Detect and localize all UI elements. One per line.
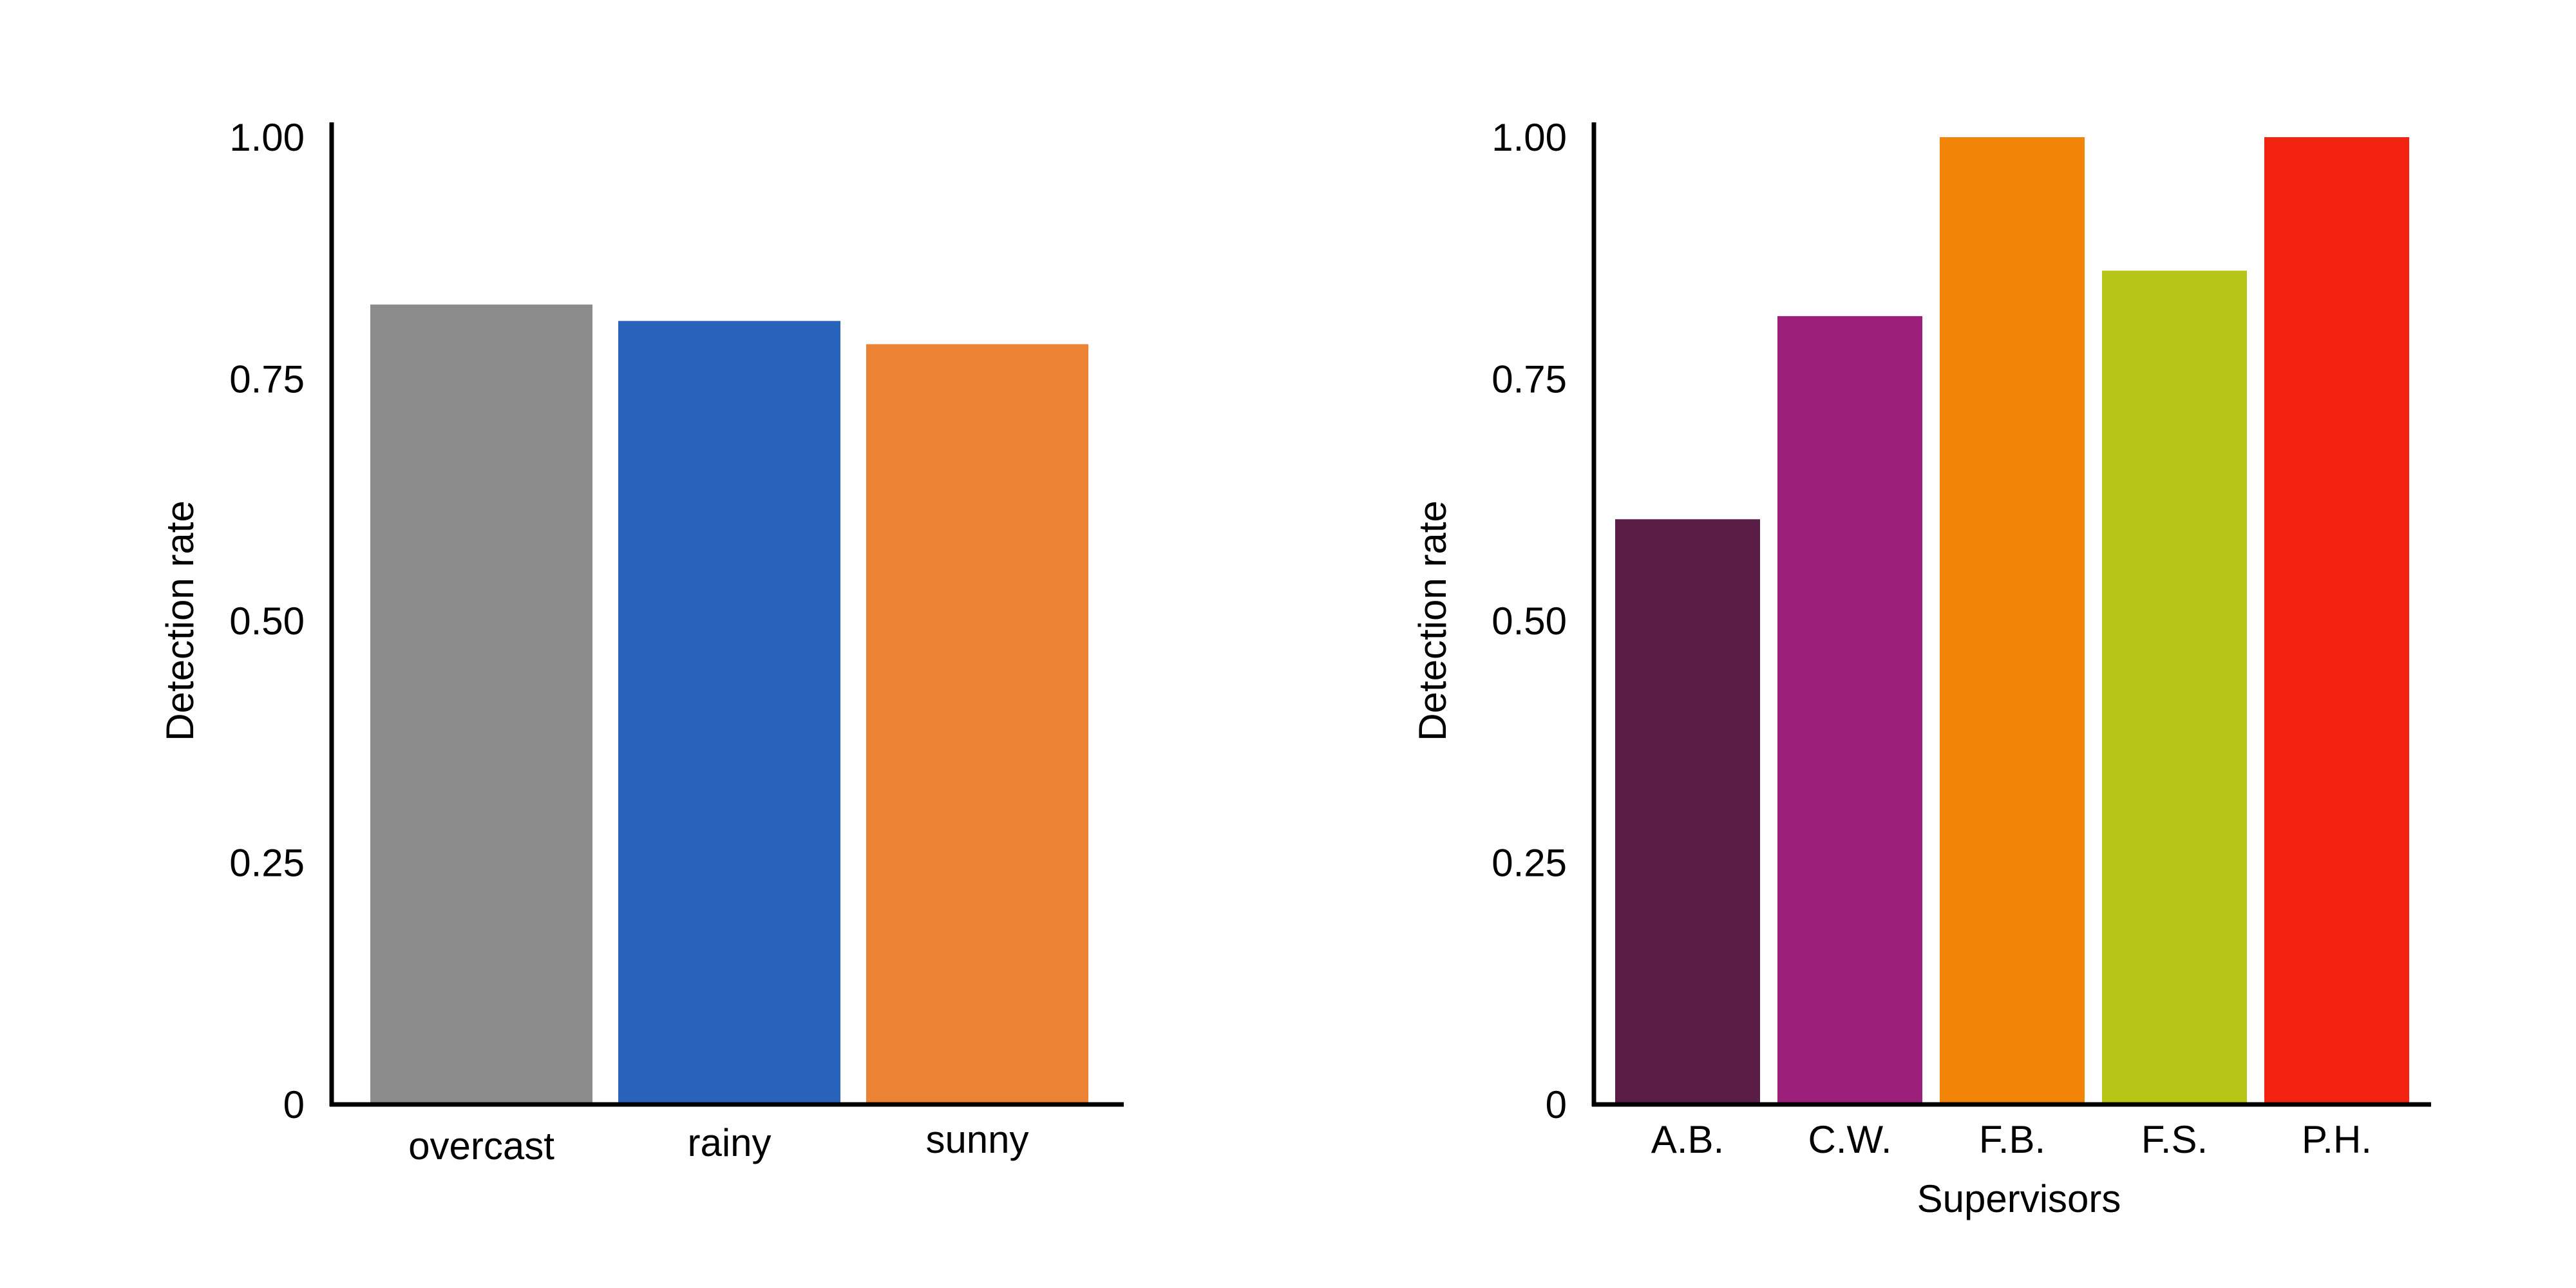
x-tick-label: F.S. xyxy=(2141,1118,2208,1161)
x-tick-label: F.B. xyxy=(1979,1118,2045,1161)
x-tick-label: P.H. xyxy=(2302,1118,2372,1161)
bar-f-b xyxy=(1940,137,2085,1104)
y-tick-label: 0.50 xyxy=(229,600,305,643)
bar-f-s xyxy=(2102,270,2247,1104)
x-axis-label: Supervisors xyxy=(1917,1177,2121,1220)
y-tick-label: 0.75 xyxy=(229,358,305,401)
detection-rate-by-supervisor-chart: 0 0.25 0.50 0.75 1.00 A.B. C.W. F.B. F.S. P.H. Det… xyxy=(1411,116,2431,1220)
y-tick-label: 1.00 xyxy=(229,116,305,159)
x-tick-label: rainy xyxy=(687,1121,771,1164)
x-tick-label: C.W. xyxy=(1808,1118,1892,1161)
x-tick-label: A.B. xyxy=(1651,1118,1724,1161)
bar-p-h xyxy=(2264,137,2409,1104)
bar-sunny xyxy=(866,344,1088,1104)
y-axis-label: Detection rate xyxy=(158,500,202,741)
x-tick-label: sunny xyxy=(925,1118,1028,1161)
y-tick-label: 1.00 xyxy=(1492,116,1567,159)
y-tick-label: 0.75 xyxy=(1492,358,1567,401)
bar-a-b xyxy=(1615,519,1760,1104)
y-tick-label: 0.25 xyxy=(1492,842,1567,885)
x-tick-label: overcast xyxy=(408,1124,554,1168)
y-tick-label: 0 xyxy=(1546,1083,1567,1126)
y-tick-label: 0 xyxy=(283,1083,305,1126)
bar-overcast xyxy=(370,304,592,1105)
y-tick-label: 0.25 xyxy=(229,842,305,885)
y-tick-label: 0.50 xyxy=(1492,600,1567,643)
bar-c-w xyxy=(1777,316,1922,1104)
y-axis-label: Detection rate xyxy=(1411,500,1454,741)
bar-rainy xyxy=(618,321,840,1104)
detection-rate-by-weather-chart: 0 0.25 0.50 0.75 1.00 overcast rainy sunny Detec… xyxy=(158,116,1124,1168)
